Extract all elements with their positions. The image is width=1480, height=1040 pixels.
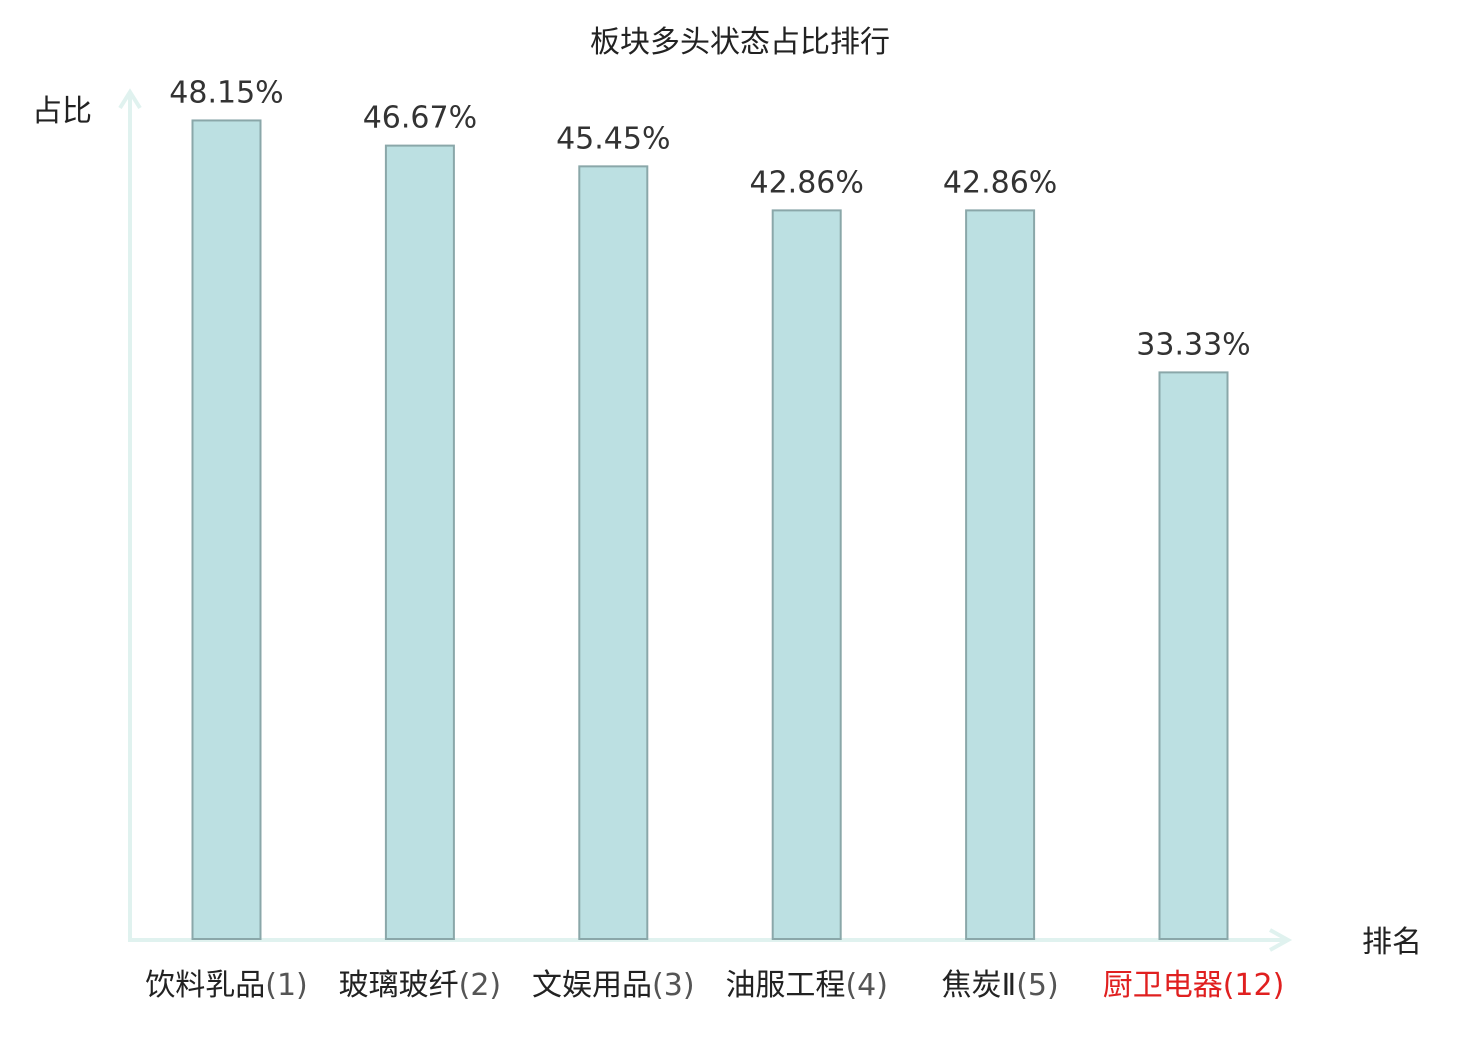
x-tick-label-4: 油服工程(4) — [725, 968, 888, 1003]
bar-6 — [1158, 371, 1229, 940]
data-label-6: 33.33% — [1136, 327, 1250, 362]
data-label-2: 46.67% — [363, 101, 477, 136]
tick-category-name: 焦炭Ⅱ — [941, 968, 1016, 1003]
tick-category-name: 文娱用品 — [532, 968, 652, 1003]
data-label-5: 42.86% — [943, 165, 1057, 200]
y-axis-arrow-icon — [118, 88, 142, 110]
x-axis-arrow-icon — [1269, 928, 1293, 952]
x-tick-labels-group: 饮料乳品(1) 玻璃玻纤(2) 文娱用品(3) 油服工程(4) 焦炭Ⅱ(5) 厨卫电器(1… — [145, 968, 1284, 1003]
x-tick-label-2: 玻璃玻纤(2) — [339, 968, 502, 1003]
x-axis-label: 排名 — [1362, 925, 1422, 960]
data-label-1: 48.15% — [169, 75, 283, 110]
axes — [118, 88, 1293, 952]
tick-category-rank: (1) — [265, 968, 308, 1003]
tick-category-rank: (4) — [845, 968, 888, 1003]
bar-2 — [384, 144, 455, 941]
bars-group — [191, 119, 1229, 941]
x-tick-label-5: 焦炭Ⅱ(5) — [941, 968, 1058, 1003]
data-label-4: 42.86% — [750, 165, 864, 200]
x-tick-label-3: 文娱用品(3) — [532, 968, 695, 1003]
x-tick-label-6: 厨卫电器(12) — [1103, 968, 1285, 1003]
tick-category-rank: (3) — [652, 968, 695, 1003]
bar-4 — [771, 209, 842, 940]
tick-category-name: 油服工程 — [725, 968, 845, 1003]
tick-category-name: 厨卫电器 — [1103, 968, 1223, 1003]
chart-title: 板块多头状态占比排行 — [590, 25, 890, 60]
tick-category-rank: (2) — [459, 968, 502, 1003]
data-label-3: 45.45% — [556, 121, 670, 156]
bar-5 — [965, 209, 1036, 940]
tick-category-name: 饮料乳品 — [145, 968, 265, 1003]
tick-category-name: 玻璃玻纤 — [339, 968, 459, 1003]
bar-1 — [191, 119, 262, 940]
data-labels-group: 48.15% 46.67% 45.45% 42.86% 42.86% 33.33% — [169, 75, 1250, 362]
tick-category-rank: (5) — [1016, 968, 1059, 1003]
x-tick-label-1: 饮料乳品(1) — [145, 968, 308, 1003]
tick-category-rank: (12) — [1223, 968, 1285, 1003]
bar-3 — [578, 165, 649, 941]
y-axis-label: 占比 — [32, 94, 92, 129]
